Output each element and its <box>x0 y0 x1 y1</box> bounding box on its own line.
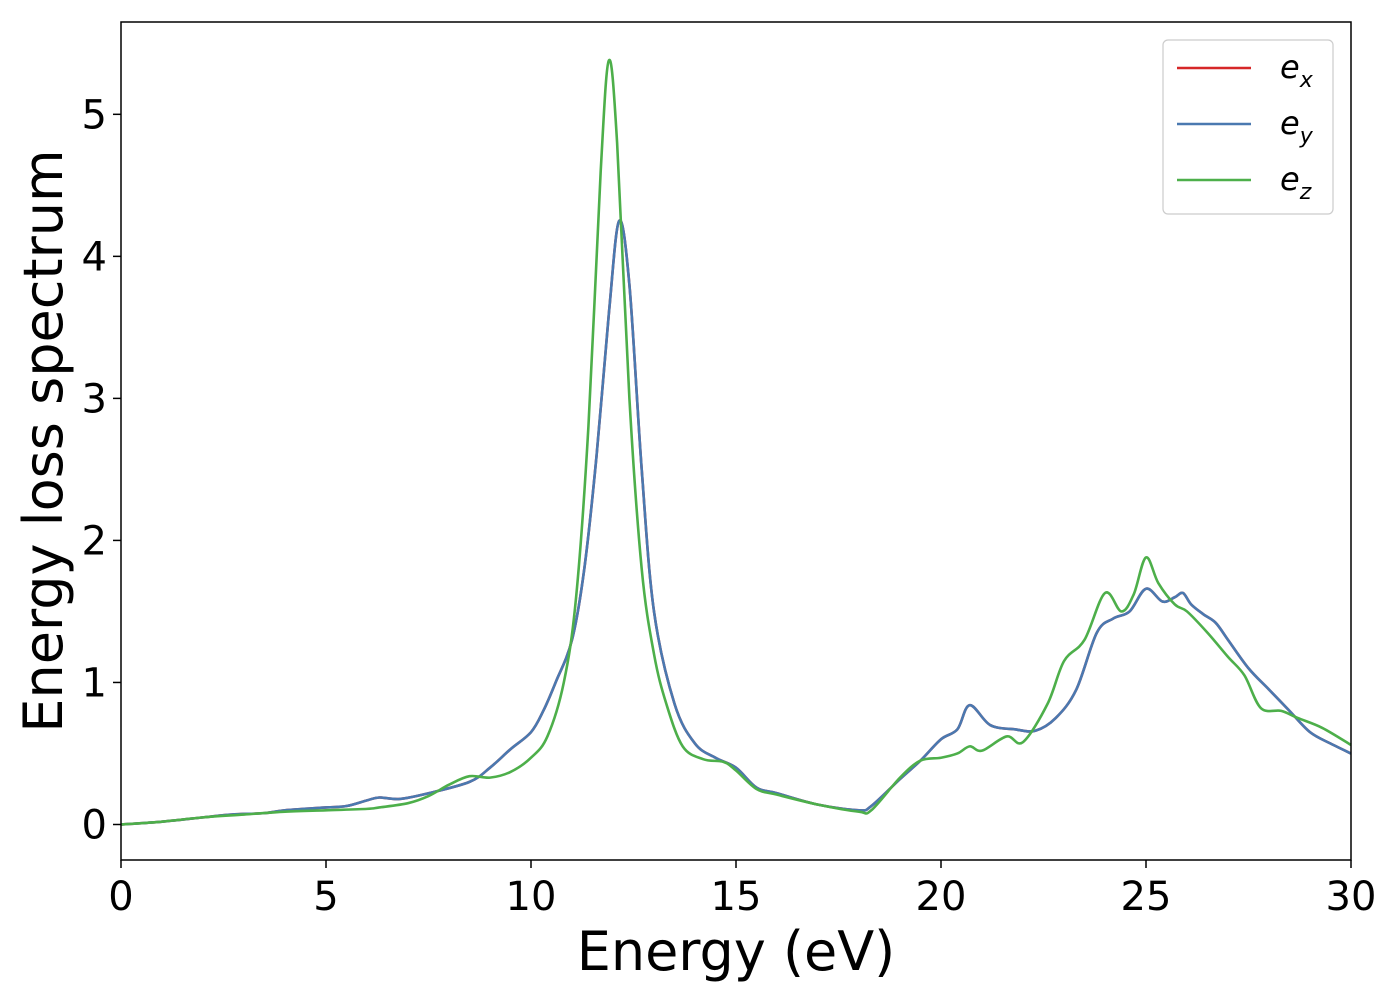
x-tick-label: 20 <box>916 874 967 920</box>
y-tick-label: 2 <box>82 518 107 564</box>
x-tick-label: 25 <box>1121 874 1172 920</box>
y-axis-ticks: 0 1 2 3 4 5 <box>82 92 121 848</box>
series-line-z <box>120 58 1352 826</box>
x-axis-ticks: 0 5 10 15 20 25 30 <box>108 860 1376 920</box>
y-tick-label: 4 <box>82 234 107 280</box>
y-tick-label: 5 <box>82 92 107 138</box>
x-tick-label: 10 <box>506 874 557 920</box>
plot-area-background <box>121 22 1351 860</box>
series-line-y <box>120 219 1352 826</box>
x-axis-label: Energy (eV) <box>577 920 896 983</box>
x-tick-label: 0 <box>108 874 133 920</box>
y-tick-label: 0 <box>82 802 107 848</box>
x-tick-label: 15 <box>711 874 762 920</box>
y-tick-label: 3 <box>82 376 107 422</box>
x-tick-label: 30 <box>1326 874 1377 920</box>
legend-frame <box>1162 39 1334 215</box>
y-tick-label: 1 <box>82 660 107 706</box>
series-layer <box>120 58 1352 826</box>
y-axis-label: Energy loss spectrum <box>12 149 75 732</box>
x-tick-label: 5 <box>313 874 338 920</box>
